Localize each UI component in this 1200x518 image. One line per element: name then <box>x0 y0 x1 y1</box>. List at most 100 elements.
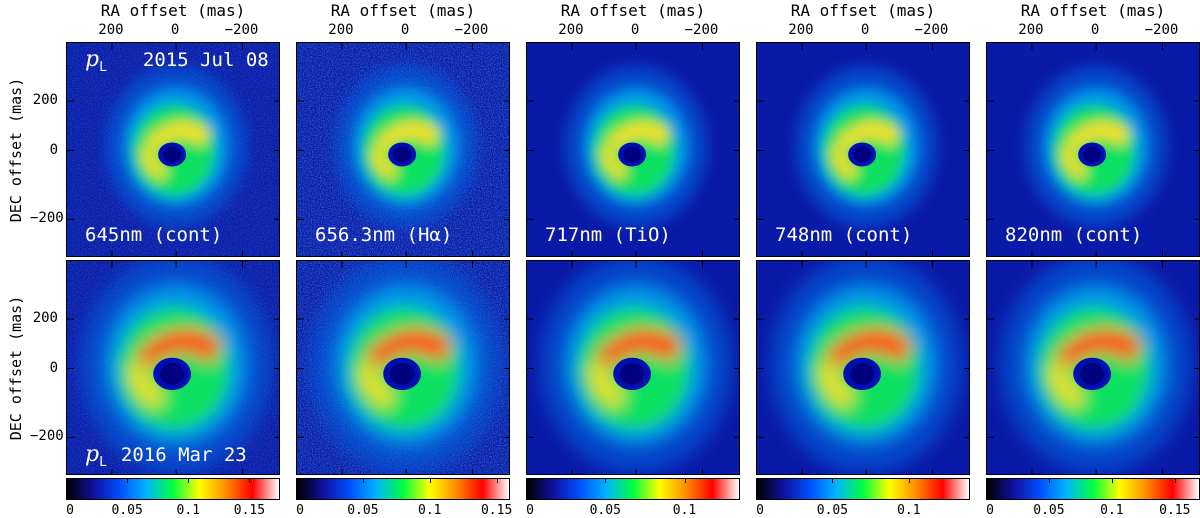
image-panel-r1-c2: 656.3nm (Hα) <box>296 42 510 257</box>
colorbar-tick-mark <box>66 478 67 483</box>
epoch-symbol: p <box>85 442 100 468</box>
image-panel-r2-c1: pL 2016 Mar 23 <box>66 260 280 475</box>
colorbar-tick-label: 0 <box>756 503 764 518</box>
top-axis-col2: RA offset (mas) 200 0 −200 <box>296 0 510 42</box>
top-axis-col4: RA offset (mas) 200 0 −200 <box>756 0 970 42</box>
colorbar-tick-label: 0.05 <box>816 503 849 518</box>
colorbar-tick-mark <box>429 478 431 483</box>
filter-label: 717nm (TiO) <box>545 224 671 246</box>
colorbar-tick-label: 0.1 <box>1100 503 1124 518</box>
colorbar-tick-mark <box>496 478 498 483</box>
filter-label: 820nm (cont) <box>1005 224 1143 246</box>
image-panel-r2-c2 <box>296 260 510 475</box>
image-panel-r2-c3 <box>526 260 740 475</box>
colorbar-2 <box>296 478 510 500</box>
dust-shell-image <box>527 261 739 474</box>
top-tick-label: −200 <box>684 22 719 38</box>
dust-shell-image <box>757 261 969 474</box>
top-tick-label: 0 <box>860 22 870 38</box>
dust-shell-image <box>67 261 279 474</box>
filter-label: 748nm (cont) <box>775 224 913 246</box>
dust-shell-image <box>987 261 1199 474</box>
y-axis-title-row1: DEC offset (mas) <box>7 77 25 223</box>
y-tick-label: 200 <box>32 92 58 109</box>
colorbar-tick-mark <box>526 478 527 483</box>
epoch-date: 2016 Mar 23 <box>120 444 247 467</box>
top-tick-label: −200 <box>914 22 949 38</box>
colorbar-tick-label: 0.05 <box>347 503 379 518</box>
colorbar-tick-label: 0.1 <box>672 503 697 518</box>
filter-label: 656.3nm (Hα) <box>315 224 453 246</box>
colorbar-tick-label: 0.15 <box>480 503 513 518</box>
colorbar-tick-label: 0.1 <box>418 503 442 518</box>
epoch-subscript: L <box>99 59 107 75</box>
top-tick-label: 0 <box>630 22 640 38</box>
epoch-label: pL 2016 Mar 23 <box>85 442 247 470</box>
colorbar-tick-mark <box>832 478 834 483</box>
dust-shell-image <box>757 43 969 256</box>
top-axis-title: RA offset (mas) <box>330 1 476 20</box>
y-tick-label: 0 <box>49 359 58 376</box>
y-tick-label: 200 <box>32 310 58 327</box>
image-panel-r2-c4 <box>756 260 970 475</box>
colorbar-tick-label: 0 <box>66 503 74 518</box>
colorbar-5 <box>986 478 1200 500</box>
colorbar-1 <box>66 478 280 500</box>
dust-shell-image <box>297 43 509 256</box>
top-axis-col1: RA offset (mas) 200 0 −200 <box>66 0 280 42</box>
colorbar-tick-mark <box>188 478 190 483</box>
y-tick-label: 0 <box>49 141 58 158</box>
top-tick-label: −200 <box>224 22 259 38</box>
top-tick-label: 200 <box>558 22 584 38</box>
dust-shell-image <box>297 261 509 474</box>
epoch-symbol: p <box>85 47 100 72</box>
epoch-date: 2015 Jul 08 <box>142 49 269 71</box>
epoch-label: pL 2015 Jul 08 <box>85 47 269 75</box>
epoch-subscript: L <box>99 455 107 470</box>
colorbar-tick-label: 0 <box>986 503 994 518</box>
image-panel-r1-c1: 645nm (cont) pL 2015 Jul 08 <box>66 42 280 257</box>
colorbar-tick-mark <box>1048 478 1050 483</box>
colorbar-tick-mark <box>756 478 757 483</box>
colorbar-tick-mark <box>986 478 987 483</box>
top-axis-col5: RA offset (mas) 200 0 −200 <box>986 0 1200 42</box>
top-tick-label: 0 <box>1090 22 1100 38</box>
colorbar-tick-label: 0.15 <box>233 503 266 518</box>
colorbar-tick-label: 0.05 <box>589 503 621 518</box>
image-panel-r1-c5: 820nm (cont) <box>986 42 1200 257</box>
y-axis-title-row2: DEC offset (mas) <box>7 295 25 441</box>
colorbar-tick-mark <box>1174 478 1176 483</box>
dust-shell-image <box>987 43 1199 256</box>
image-panel-r1-c3: 717nm (TiO) <box>526 42 740 257</box>
image-panel-r1-c4: 748nm (cont) <box>756 42 970 257</box>
dust-shell-image <box>67 43 279 256</box>
colorbar-tick-mark <box>362 478 364 483</box>
colorbar-tick-label: 0 <box>296 503 304 518</box>
colorbar-tick-mark <box>249 478 251 483</box>
colorbar-tick-label: 0.1 <box>176 503 201 518</box>
top-axis-title: RA offset (mas) <box>100 1 246 20</box>
top-tick-label: 200 <box>788 22 814 38</box>
y-tick-label: −200 <box>30 428 64 445</box>
top-axis-title: RA offset (mas) <box>790 1 936 20</box>
colorbar-tick-label: 0 <box>526 503 534 518</box>
colorbar-tick-label: 0.05 <box>111 503 143 518</box>
colorbar-tick-label: 0.1 <box>897 503 921 518</box>
dust-shell-image <box>527 43 739 256</box>
top-tick-label: 0 <box>400 22 410 38</box>
top-tick-label: 200 <box>328 22 354 38</box>
colorbar-tick-mark <box>296 478 297 483</box>
colorbar-tick-mark <box>684 478 686 483</box>
colorbar-tick-mark <box>908 478 910 483</box>
y-tick-label: −200 <box>30 210 64 227</box>
colorbar-tick-mark <box>1111 478 1113 483</box>
top-tick-label: 200 <box>98 22 124 38</box>
top-axis-title: RA offset (mas) <box>1020 1 1166 20</box>
colorbar-tick-label: 0.15 <box>1159 503 1191 518</box>
filter-label: 645nm (cont) <box>85 224 223 246</box>
top-axis-title: RA offset (mas) <box>560 1 706 20</box>
colorbar-tick-label: 0.05 <box>1033 503 1065 518</box>
colorbar-4 <box>756 478 970 500</box>
top-tick-label: −200 <box>1144 22 1179 38</box>
image-panel-r2-c5 <box>986 260 1200 475</box>
